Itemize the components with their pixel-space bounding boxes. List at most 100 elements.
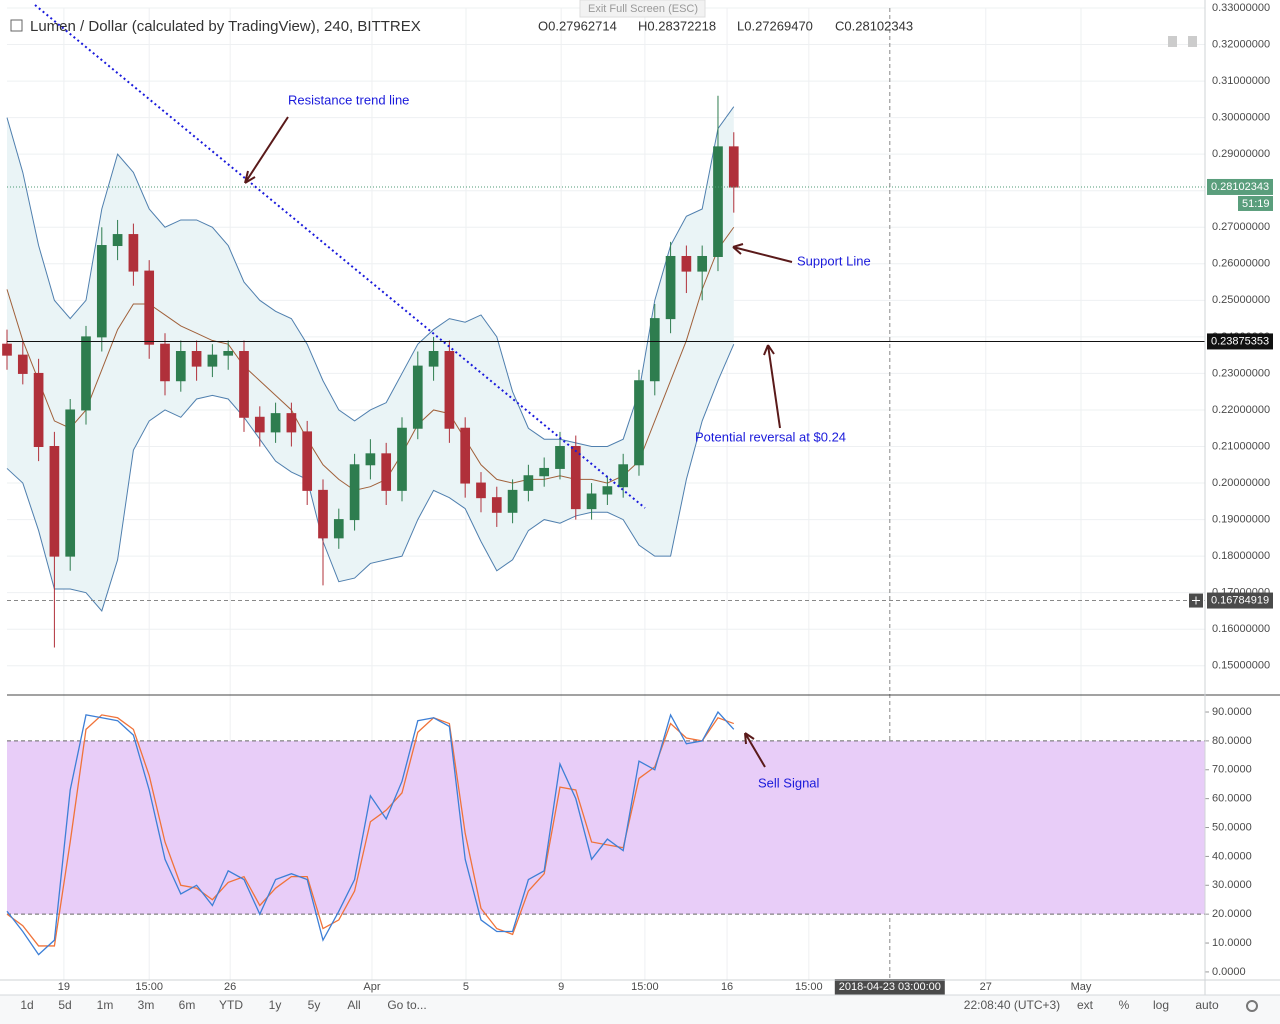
y-tick-label: 30.0000 — [1212, 879, 1252, 891]
candle-body — [112, 234, 123, 247]
ohlc-value: H0.28372218 — [638, 18, 716, 33]
trend-line — [34, 4, 646, 509]
candle-body — [33, 372, 44, 448]
arrow — [732, 243, 793, 263]
candle-body — [65, 409, 76, 557]
range-button[interactable]: 1m — [97, 998, 114, 1012]
range-button[interactable]: YTD — [219, 998, 243, 1012]
toolbar — [0, 995, 1280, 1024]
candle-body — [602, 486, 613, 495]
candle-body — [81, 336, 91, 411]
price-badge — [1207, 333, 1273, 350]
band-fill — [7, 106, 734, 611]
y-tick-label: 0.25000000 — [1212, 294, 1270, 306]
candle-body — [570, 446, 581, 510]
price-badge-text: 0.28102343 — [1211, 181, 1269, 193]
range-button[interactable]: 5d — [58, 998, 71, 1012]
lower-band — [6, 343, 735, 612]
candle-body — [302, 431, 313, 491]
arrow — [744, 732, 766, 768]
x-tick-label: 19 — [58, 981, 70, 993]
x-tick-label: 26 — [224, 981, 236, 993]
settings-button[interactable] — [1246, 1000, 1258, 1012]
y-tick-label: 50.0000 — [1212, 821, 1252, 833]
candle-body — [555, 446, 565, 469]
middle-band — [6, 226, 735, 491]
candle-body — [681, 255, 692, 272]
y-tick-label: 0.22000000 — [1212, 404, 1270, 416]
annotation: Sell Signal — [758, 775, 820, 790]
candle-body — [634, 380, 644, 466]
range-button[interactable]: Go to... — [387, 998, 426, 1012]
y-tick-label: 20.0000 — [1212, 908, 1252, 920]
candle-body — [665, 255, 676, 320]
range-button[interactable]: 3m — [138, 998, 155, 1012]
candle-body — [96, 245, 107, 338]
scale-button[interactable]: auto — [1195, 998, 1219, 1012]
y-tick-label: 0.33000000 — [1212, 2, 1270, 14]
candle-body — [649, 318, 660, 382]
ohlc-value: L0.27269470 — [737, 18, 813, 33]
candle-body — [286, 413, 297, 433]
y-tick-label: 90.0000 — [1212, 706, 1252, 718]
y-tick-label: 0.21000000 — [1212, 440, 1270, 452]
stoch-line — [6, 714, 735, 947]
candle-body — [17, 354, 28, 374]
annotation: Potential reversal at $0.24 — [695, 429, 846, 444]
y-tick-label: 40.0000 — [1212, 850, 1252, 862]
candle-body — [412, 365, 423, 429]
scale-button[interactable]: log — [1153, 998, 1169, 1012]
range-button[interactable]: 6m — [179, 998, 196, 1012]
candle-body — [539, 467, 550, 477]
arrow — [244, 116, 289, 184]
scale-button[interactable]: % — [1119, 998, 1130, 1012]
y-tick-label: 0.26000000 — [1212, 258, 1270, 270]
range-button[interactable]: 1y — [269, 998, 282, 1012]
range-button[interactable]: All — [347, 998, 360, 1012]
menu-icon — [10, 19, 23, 32]
x-tick-label: 5 — [463, 981, 469, 993]
x-tick-label: Apr — [363, 981, 380, 993]
chart-title: Lumen / Dollar (calculated by TradingVie… — [30, 18, 421, 35]
candle-body — [270, 413, 281, 433]
y-tick-label: 0.31000000 — [1212, 75, 1270, 87]
y-tick-label: 80.0000 — [1212, 735, 1252, 747]
price-badge — [1207, 178, 1273, 195]
candle-body — [618, 464, 629, 488]
range-button[interactable]: 5y — [308, 998, 321, 1012]
ohlc-value: C0.28102343 — [835, 18, 913, 33]
candle-body — [191, 351, 202, 367]
candle-body — [444, 351, 455, 429]
band-fill — [7, 740, 1205, 915]
candle-body — [397, 427, 407, 491]
scale-button[interactable]: ext — [1077, 998, 1094, 1012]
candle-body — [207, 354, 218, 367]
plus-icon — [1192, 596, 1200, 605]
y-tick-label: 0.18000000 — [1212, 550, 1270, 562]
candle-body — [713, 146, 723, 257]
x-tick-label: May — [1071, 981, 1092, 993]
crosshair-label-bg — [834, 979, 945, 995]
candle-body — [586, 493, 597, 510]
x-tick-label: 15:00 — [795, 981, 823, 993]
range-button[interactable]: 1d — [20, 998, 33, 1012]
window-button — [1188, 36, 1197, 47]
candle-body — [128, 234, 139, 272]
annotation: Resistance trend line — [288, 92, 409, 107]
annotation: Support Line — [797, 253, 871, 268]
y-tick-label: 0.23000000 — [1212, 367, 1270, 379]
top-button[interactable]: Exit Full Screen (ESC) — [588, 3, 698, 15]
y-tick-label: 70.0000 — [1212, 764, 1252, 776]
candle-body — [223, 351, 234, 356]
y-tick-label: 0.30000000 — [1212, 112, 1270, 124]
candle-body — [160, 343, 170, 382]
y-tick-label: 0.0000 — [1212, 966, 1246, 978]
candle-body — [49, 446, 60, 557]
ohlc-value: O0.27962714 — [538, 18, 617, 33]
price-badge-text: 0.23875353 — [1211, 335, 1269, 347]
crosshair-label: 2018-04-23 03:00:00 — [839, 981, 941, 993]
top-button-bg — [579, 0, 706, 18]
candle-body — [476, 482, 486, 499]
y-tick-label: 60.0000 — [1212, 793, 1252, 805]
